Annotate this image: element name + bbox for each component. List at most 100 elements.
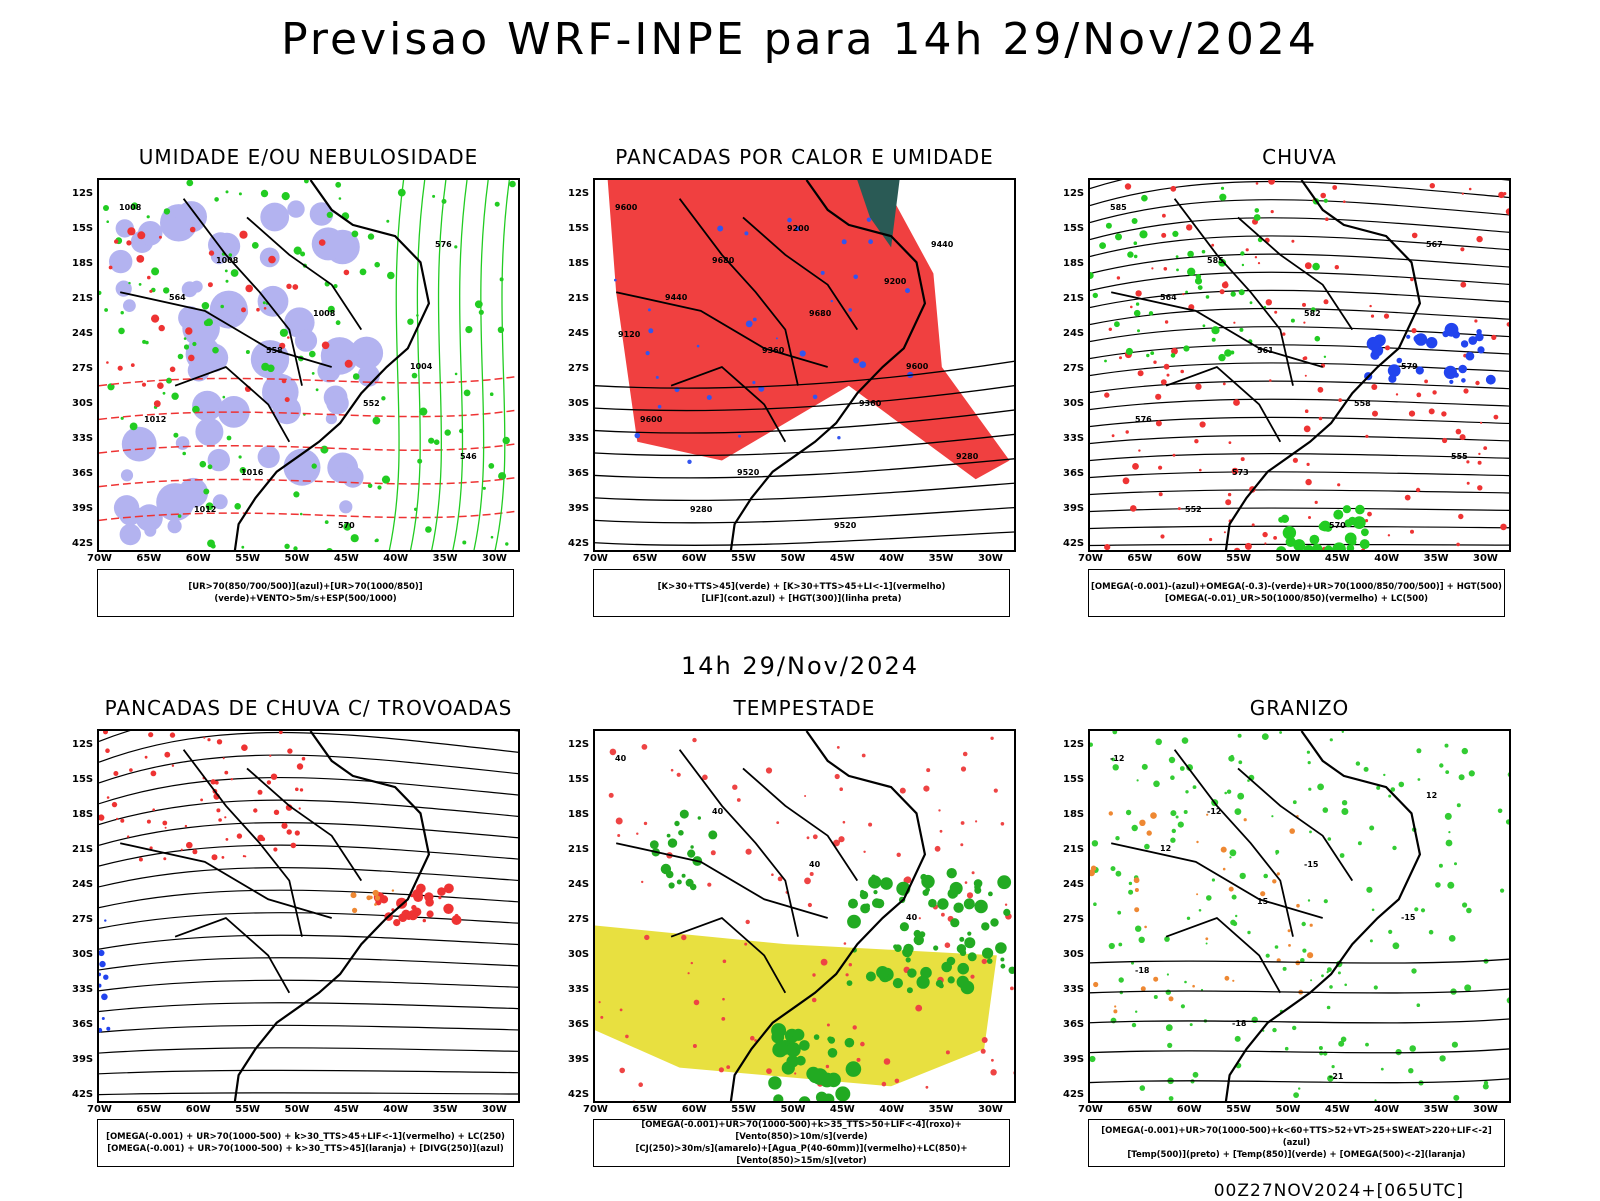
lat-tick-label: 36S: [1063, 468, 1085, 479]
pw-red-contour: [600, 1015, 604, 1019]
humidity-blue-patch: [357, 364, 380, 387]
humidity-green-contour: [205, 318, 213, 326]
t850-green-contour: [1168, 1096, 1174, 1101]
rain-green-area: [1176, 268, 1179, 272]
thunder-red-area: [278, 731, 283, 735]
lat-tick-label: 33S: [72, 984, 94, 995]
lon-tick-label: 30W: [1473, 1104, 1498, 1115]
wind-green-area: [678, 830, 684, 836]
humidity-blue-patch: [123, 299, 136, 312]
pw-red-contour: [608, 792, 614, 798]
wind-green-area: [873, 890, 878, 895]
rain-red-area: [1282, 332, 1286, 336]
rain-red-area: [1432, 390, 1437, 395]
wind-green-area: [771, 1023, 787, 1039]
rain-red-area: [1468, 187, 1472, 191]
humidity-green-contour: [494, 201, 500, 207]
pw-red-contour: [777, 876, 783, 882]
lon-tick-label: 60W: [681, 553, 707, 564]
pw-red-contour: [776, 821, 780, 824]
t850-green-contour: [1416, 748, 1422, 754]
red-contour: [343, 269, 350, 276]
streamline: [1090, 253, 1509, 275]
streamline: [99, 754, 518, 784]
t850-green-contour: [1390, 787, 1396, 792]
red-contour: [188, 354, 195, 362]
pw-red-contour: [692, 737, 697, 743]
panel-title: CHUVA: [1262, 145, 1337, 169]
humidity-green-contour: [326, 211, 333, 218]
t850-green-contour: [1447, 881, 1455, 889]
rain-green-area: [1311, 543, 1323, 550]
humidity-green-contour: [497, 326, 505, 333]
legend-box: [OMEGA(-0.001) + UR>70(1000-500) + k>30_…: [97, 1119, 514, 1167]
wind-green-area: [660, 863, 672, 875]
rain-blue-area: [1485, 374, 1496, 385]
thunder-red-area: [203, 736, 206, 739]
thunder-red-area: [162, 820, 168, 826]
pw-red-contour: [894, 1078, 900, 1084]
pw-red-contour: [904, 876, 912, 884]
streamline: [99, 1024, 518, 1033]
omega-orange: [1090, 865, 1097, 871]
country-border: [678, 198, 799, 386]
rain-red-area: [1257, 262, 1261, 265]
lon-tick-label: 40W: [1374, 553, 1400, 564]
rain-green-area: [1131, 218, 1138, 224]
rain-red-area: [1332, 185, 1338, 190]
wind-green-area: [893, 944, 898, 949]
humidity-blue-patch: [339, 500, 353, 514]
panel-title: TEMPESTADE: [733, 696, 876, 720]
rain-green-area: [1202, 324, 1206, 328]
thunder-red-area: [261, 837, 266, 842]
hgt300-contour: [595, 458, 1014, 479]
legend-box: [OMEGA(-0.001)-(azul)+OMEGA(-0.3)-(verde…: [1088, 569, 1505, 617]
t850-green-contour: [1136, 779, 1139, 782]
lon-tick-label: 30W: [482, 1104, 507, 1115]
t850-green-contour: [1155, 738, 1162, 746]
t850-green-contour: [1482, 1083, 1489, 1090]
t850-green-contour: [1308, 787, 1312, 791]
t850-green-contour: [1200, 988, 1204, 992]
lat-tick-label: 27S: [72, 363, 94, 374]
rain-red-area: [1475, 380, 1480, 386]
omega-orange: [1146, 830, 1152, 836]
humidity-blue-patch: [175, 436, 190, 450]
t850-green-contour: [1263, 873, 1268, 879]
rain-red-area: [1262, 531, 1268, 538]
contour-label: 40: [712, 807, 724, 816]
rain-red-area: [1303, 356, 1308, 360]
pw-red-contour: [1000, 822, 1005, 826]
humidity-green-contour: [326, 548, 333, 550]
contour-label: 9520: [834, 521, 857, 530]
t850-green-contour: [1230, 919, 1236, 926]
t850-green-contour: [1279, 731, 1282, 734]
map-panel: 585 585 582 579 576 573 570 567 564 561 558 555 552: [1088, 178, 1511, 552]
t850-green-contour: [1435, 882, 1441, 888]
t850-green-contour: [1090, 742, 1093, 747]
humidity-green-contour: [120, 416, 124, 420]
wind-green-area: [687, 849, 696, 858]
lif-blue-contour: [787, 217, 792, 223]
lat-tick-label: 30S: [568, 398, 590, 409]
thunder-red-area: [144, 755, 148, 759]
humidity-green-contour: [488, 463, 495, 469]
rain-red-area: [1442, 437, 1448, 444]
wind-green-area: [865, 971, 876, 982]
humidity-green-contour: [222, 395, 226, 399]
streamline: [1090, 180, 1509, 207]
humidity-green-contour: [163, 208, 171, 215]
thunder-red-area: [301, 756, 306, 761]
t850-green-contour: [1261, 733, 1269, 740]
green-contour: [430, 180, 447, 550]
thunder-red-area: [412, 889, 423, 900]
pw-red-contour: [896, 852, 901, 857]
rain-red-area: [1264, 542, 1267, 545]
red-contour: [279, 342, 286, 349]
lat-tick-label: 12S: [72, 188, 94, 199]
rain-green-area: [1185, 290, 1188, 294]
t850-green-contour: [1439, 763, 1444, 768]
thunder-red-area: [200, 798, 203, 802]
rain-green-area: [1356, 520, 1363, 527]
t850-green-contour: [1414, 907, 1419, 912]
